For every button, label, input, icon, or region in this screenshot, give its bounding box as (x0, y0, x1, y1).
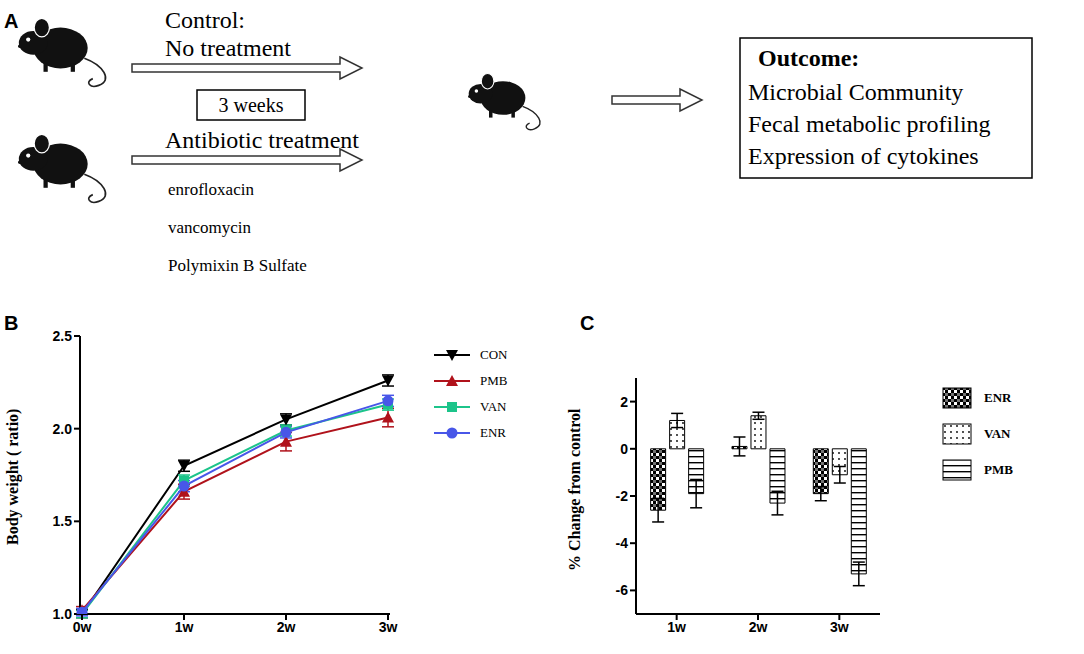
svg-text:Expression of cytokines: Expression of cytokines (748, 143, 979, 169)
svg-text:Microbial Community: Microbial Community (748, 79, 963, 105)
html-text:B: B (4, 312, 19, 334)
svg-text:3w: 3w (379, 619, 398, 635)
html-text:VAN: VAN (984, 426, 1011, 441)
svg-text:-2: -2 (616, 488, 629, 504)
svg-text:1w: 1w (667, 619, 686, 635)
svg-text:1.5: 1.5 (53, 513, 73, 529)
svg-text:0w: 0w (73, 619, 92, 635)
svg-text:Antibiotic treatment: Antibiotic treatment (165, 127, 359, 153)
svg-text:2w: 2w (277, 619, 296, 635)
svg-text:2w: 2w (749, 619, 768, 635)
svg-text:Control:: Control: (165, 7, 245, 33)
html-text:CON: CON (480, 347, 508, 362)
svg-text:A: A (8, 10, 18, 32)
svg-text:vancomycin: vancomycin (168, 218, 252, 237)
svg-text:% Change from control: % Change from control (566, 408, 584, 571)
svg-text:2: 2 (620, 394, 628, 410)
svg-text:Fecal metabolic profiling: Fecal metabolic profiling (748, 111, 991, 137)
html-text:C: C (580, 312, 595, 334)
svg-text:Outcome:: Outcome: (758, 45, 859, 71)
html-text:PMB: PMB (480, 373, 508, 388)
svg-text:2.5: 2.5 (53, 328, 73, 344)
html-text:VAN: VAN (480, 399, 507, 414)
svg-text:Body weight ( ratio): Body weight ( ratio) (8, 409, 22, 545)
svg-text:1.0: 1.0 (53, 606, 73, 622)
html-text:ENR: ENR (480, 425, 506, 440)
svg-text:1w: 1w (175, 619, 194, 635)
svg-text:No treatment: No treatment (165, 35, 291, 61)
svg-text:0: 0 (620, 441, 628, 457)
svg-text:2.0: 2.0 (53, 421, 73, 437)
svg-text:3w: 3w (830, 619, 849, 635)
html-text:PMB: PMB (984, 462, 1013, 477)
svg-text:Polymixin B Sulfate: Polymixin B Sulfate (168, 256, 307, 275)
html-text:ENR: ENR (984, 390, 1012, 405)
svg-text:-6: -6 (616, 582, 629, 598)
svg-text:3 weeks: 3 weeks (219, 94, 284, 116)
svg-text:-4: -4 (616, 535, 629, 551)
svg-text:enrofloxacin: enrofloxacin (168, 180, 254, 199)
